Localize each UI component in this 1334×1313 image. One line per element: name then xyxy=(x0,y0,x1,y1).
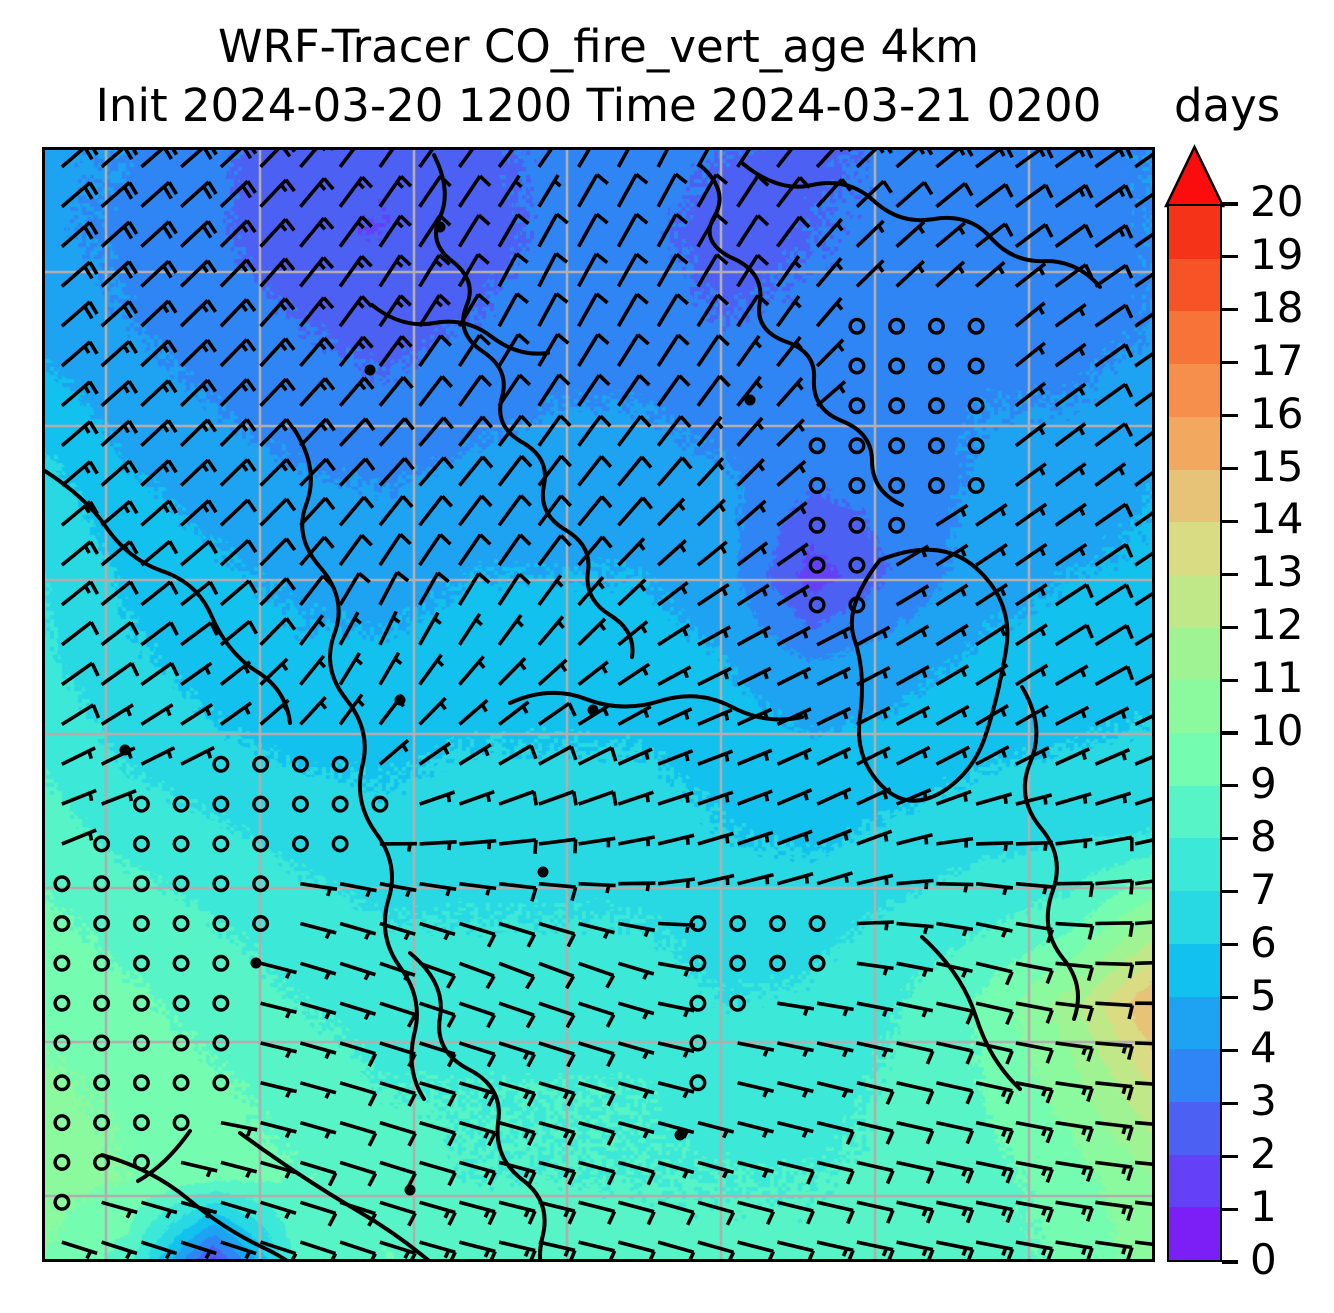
colorbar-tick-label: 7 xyxy=(1250,864,1277,914)
colorbar-tick-label: 1 xyxy=(1250,1182,1277,1232)
colorbar-segment xyxy=(1169,206,1220,259)
boundary-line xyxy=(432,153,635,659)
colorbar-tick xyxy=(1222,1101,1238,1105)
colorbar-tick xyxy=(1222,731,1238,735)
colorbar-tick xyxy=(1222,519,1238,523)
map-axes xyxy=(42,147,1155,1262)
station-dot xyxy=(119,744,131,756)
colorbar-segment xyxy=(1169,522,1220,575)
colorbar-tick xyxy=(1222,995,1238,1000)
colorbar-tick xyxy=(1222,1154,1238,1158)
colorbar-tick-label: 0 xyxy=(1250,1235,1277,1284)
colorbar-segment xyxy=(1169,258,1220,312)
plot-title: WRF-Tracer CO_fire_vert_age 4km xyxy=(218,20,979,73)
colorbar-tick xyxy=(1222,361,1238,365)
colorbar-tick xyxy=(1222,1207,1238,1211)
boundary-line xyxy=(920,935,1022,1091)
boundary-line xyxy=(740,161,1102,289)
boundary-line xyxy=(370,303,550,356)
colorbar-segment xyxy=(1169,943,1220,997)
colorbar-tick xyxy=(1222,308,1238,312)
colorbar-tick-label: 4 xyxy=(1250,1023,1277,1073)
station-dot xyxy=(587,704,599,716)
colorbar-segment xyxy=(1169,996,1220,1050)
colorbar-segment xyxy=(1169,838,1220,892)
colorbar-tick-label: 5 xyxy=(1250,970,1277,1020)
map-overlay xyxy=(42,147,1155,1262)
colorbar-tick-label: 2 xyxy=(1250,1129,1277,1179)
colorbar-tick xyxy=(1222,202,1238,206)
colorbar-tick-label: 15 xyxy=(1250,441,1304,491)
colorbar-segment xyxy=(1169,574,1220,628)
colorbar-tick xyxy=(1222,943,1238,947)
colorbar-segment xyxy=(1169,785,1220,839)
station-dots xyxy=(119,221,756,1196)
boundary-line xyxy=(849,547,1010,803)
colorbar-segment xyxy=(1169,627,1220,681)
colorbar-tick xyxy=(1222,1048,1238,1052)
colorbar-tick xyxy=(1222,572,1238,576)
station-dot xyxy=(394,694,406,706)
calm-wind-circles xyxy=(53,317,985,1211)
colorbar-tick-label: 12 xyxy=(1250,600,1304,650)
colorbar-tick-label: 18 xyxy=(1250,282,1304,332)
station-dot xyxy=(537,866,549,878)
colorbar-segment xyxy=(1169,416,1220,470)
colorbar-tick-label: 11 xyxy=(1250,653,1304,703)
colorbar-tick-label: 13 xyxy=(1250,547,1304,597)
wind-barbs xyxy=(60,147,1155,1262)
station-dot xyxy=(674,1129,686,1141)
plot-subtitle: Init 2024-03-20 1200 Time 2024-03-21 020… xyxy=(95,79,1102,132)
colorbar-segment xyxy=(1169,1207,1220,1261)
colorbar-segment xyxy=(1169,1049,1220,1102)
colorbar xyxy=(1167,204,1222,1262)
colorbar-tick-label: 20 xyxy=(1250,177,1304,226)
colorbar-tick-label: 19 xyxy=(1250,229,1304,279)
station-dot xyxy=(404,1184,416,1196)
colorbar-tick xyxy=(1222,784,1238,788)
colorbar-segment xyxy=(1169,1154,1220,1208)
boundary-line xyxy=(1020,685,1080,1021)
colorbar-segment xyxy=(1169,891,1220,944)
colorbar-tick xyxy=(1222,414,1238,418)
colorbar-unit-label: days xyxy=(1174,79,1281,132)
colorbar-tick xyxy=(1222,837,1238,841)
colorbar-segment xyxy=(1169,680,1220,734)
station-dot xyxy=(744,394,756,406)
map-frame xyxy=(42,147,1155,1262)
colorbar-segment xyxy=(1169,364,1220,417)
station-dot xyxy=(364,364,376,376)
colorbar-tick-label: 10 xyxy=(1250,706,1304,755)
boundary-line xyxy=(508,690,804,722)
colorbar-tick-label: 16 xyxy=(1250,388,1304,438)
boundary-line xyxy=(292,427,426,1101)
colorbar-tick xyxy=(1222,625,1238,629)
colorbar-segment xyxy=(1169,469,1220,523)
colorbar-tick-label: 8 xyxy=(1250,811,1277,861)
colorbar-segment xyxy=(1169,733,1220,786)
colorbar-tick-label: 17 xyxy=(1250,335,1304,385)
colorbar-tick xyxy=(1222,255,1238,259)
boundary-line xyxy=(136,1129,192,1183)
colorbar-tick xyxy=(1222,1260,1238,1264)
colorbar-tick xyxy=(1222,466,1238,471)
station-dot xyxy=(250,957,262,969)
colorbar-extend-arrow-icon xyxy=(1164,144,1225,208)
boundary-line xyxy=(42,467,292,725)
colorbar-tick-label: 14 xyxy=(1250,494,1304,544)
colorbar-segment xyxy=(1169,311,1220,365)
colorbar-tick xyxy=(1222,890,1238,894)
colorbar-tick-label: 6 xyxy=(1250,917,1277,967)
boundary-line xyxy=(408,951,547,1262)
station-dot xyxy=(434,221,446,233)
colorbar-segment xyxy=(1169,1101,1220,1155)
colorbar-tick xyxy=(1222,678,1238,682)
colorbar-tick-label: 3 xyxy=(1250,1076,1277,1126)
colorbar-tick-label: 9 xyxy=(1250,758,1277,808)
